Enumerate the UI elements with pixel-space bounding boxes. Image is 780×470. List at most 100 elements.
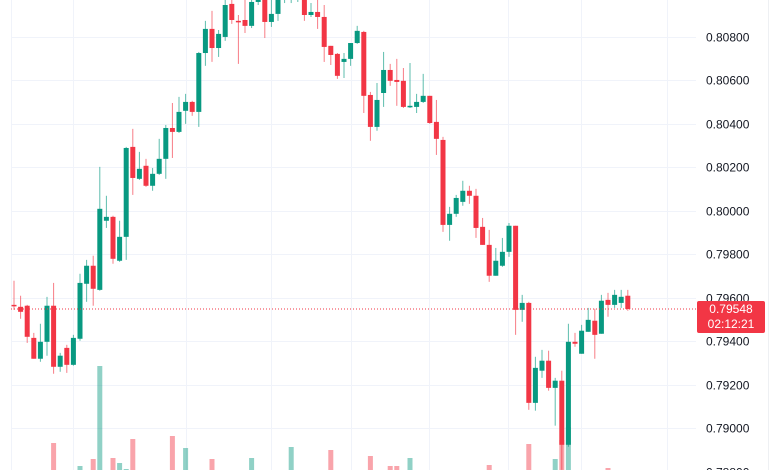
- candle-body: [77, 282, 83, 339]
- volume-bar: [387, 466, 393, 470]
- candle: [374, 83, 380, 131]
- candle-body: [585, 319, 591, 332]
- candle-body: [526, 302, 532, 403]
- candle-body: [169, 127, 175, 132]
- candle: [321, 4, 327, 62]
- candle: [37, 323, 43, 362]
- candle: [169, 102, 175, 158]
- candle: [394, 58, 400, 106]
- candle: [618, 289, 624, 308]
- candle: [414, 93, 420, 113]
- candle: [612, 289, 618, 308]
- candle-body: [249, 1, 255, 26]
- candle: [64, 344, 70, 373]
- volume-bar: [605, 468, 611, 470]
- candle: [539, 349, 545, 378]
- candle-body: [222, 4, 228, 37]
- candle-body: [420, 95, 426, 102]
- candle: [315, 0, 321, 29]
- price-tick-label: 0.80000: [706, 205, 750, 219]
- candle: [328, 45, 334, 65]
- candle: [290, 0, 292, 4]
- candle: [268, 0, 274, 27]
- candle-body: [480, 226, 486, 245]
- candle: [493, 247, 499, 276]
- candle: [585, 307, 591, 332]
- candle-body: [519, 302, 525, 310]
- candle-body: [592, 320, 598, 335]
- candle: [552, 377, 558, 426]
- candle: [354, 25, 360, 44]
- candles: [11, 0, 631, 470]
- price-axis[interactable]: 0.80800 0.80600 0.80400 0.80200 0.80000 0.798…: [706, 31, 750, 470]
- volume-bar: [51, 443, 57, 470]
- volume-bar: [288, 447, 294, 470]
- candle: [361, 30, 367, 113]
- candle-body: [374, 99, 380, 127]
- candle-body: [70, 337, 76, 365]
- candle: [44, 296, 50, 356]
- candle-body: [44, 305, 50, 342]
- candle-body: [513, 225, 519, 310]
- candle: [229, 0, 235, 24]
- volume-bar: [367, 456, 373, 470]
- candle-body: [163, 127, 169, 159]
- candle: [284, 0, 286, 4]
- candle: [209, 10, 215, 62]
- candle-body: [255, 0, 261, 2]
- candle: [163, 124, 169, 179]
- candle: [420, 73, 426, 103]
- candle-body: [453, 197, 459, 214]
- candle-body: [176, 111, 182, 132]
- candle: [506, 222, 512, 257]
- candle-body: [196, 53, 202, 112]
- volume-bar: [565, 427, 571, 470]
- candle: [532, 356, 538, 411]
- candle: [183, 93, 189, 124]
- candle-body: [625, 295, 631, 309]
- candle: [97, 166, 103, 291]
- candle-body: [110, 216, 116, 259]
- price-tick-label: 0.79200: [706, 379, 750, 393]
- candle: [77, 273, 83, 341]
- candle: [546, 350, 552, 391]
- candle: [90, 255, 96, 306]
- candle-body: [103, 216, 109, 221]
- candle-body: [268, 13, 274, 22]
- candle: [387, 63, 393, 86]
- candle: [31, 332, 37, 359]
- candle: [123, 146, 129, 260]
- candle: [150, 167, 156, 191]
- candle-body: [11, 304, 17, 307]
- candle: [460, 180, 466, 206]
- candle-body: [579, 330, 585, 354]
- candle: [297, 0, 299, 2]
- candle: [189, 100, 195, 116]
- candle-body: [24, 305, 30, 337]
- candle-body: [130, 146, 136, 178]
- candle: [519, 294, 525, 322]
- candle-body: [37, 341, 43, 359]
- candle-body: [123, 147, 129, 237]
- candle-body: [202, 28, 208, 54]
- candle: [400, 68, 406, 108]
- candle: [249, 0, 255, 29]
- candle-body: [84, 265, 90, 284]
- candle: [202, 20, 208, 66]
- candle-body: [407, 105, 413, 108]
- candle-body: [473, 195, 479, 228]
- candle: [235, 14, 241, 64]
- candle-body: [301, 0, 307, 15]
- candle: [136, 151, 142, 180]
- candle: [565, 323, 571, 447]
- candle-body: [605, 299, 611, 305]
- volume-bar: [90, 459, 96, 470]
- volume-bar: [169, 436, 175, 470]
- candle-body: [189, 101, 195, 112]
- candle: [433, 99, 439, 155]
- candle: [57, 352, 63, 372]
- candle: [70, 334, 76, 366]
- candle: [222, 0, 228, 41]
- candle: [103, 195, 109, 228]
